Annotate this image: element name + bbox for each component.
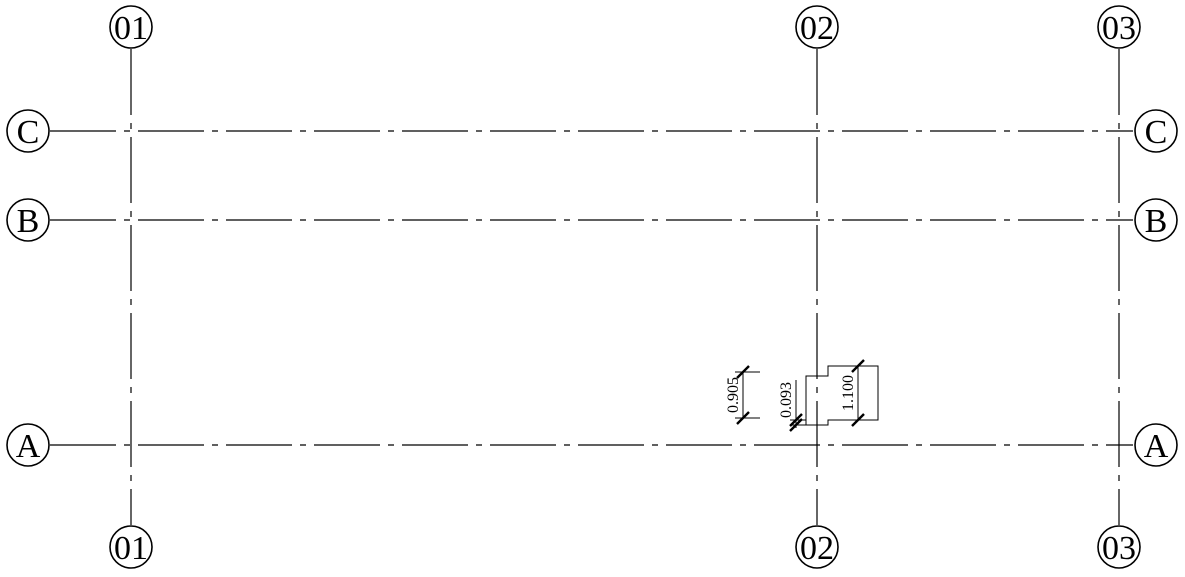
grid-label-02-bottom: 02 — [800, 530, 834, 567]
grid-bubble-02-top: 02 — [795, 5, 839, 49]
dimension-1100: 1.100 — [840, 359, 866, 427]
grid-bubble-01-top: 01 — [109, 5, 153, 49]
grid-label-b-right: B — [1145, 203, 1168, 240]
dimension-label-0905: 0.905 — [725, 377, 742, 413]
grid-bubble-c-right: C — [1134, 109, 1178, 153]
dimension-0093: 0.093 — [778, 380, 806, 432]
dimension-0905: 0.905 — [725, 365, 760, 425]
grid-label-a-left: A — [16, 428, 41, 465]
column-outline — [805, 365, 879, 426]
grid-label-a-right: A — [1144, 428, 1169, 465]
grid-label-01-top: 01 — [114, 10, 148, 47]
grid-bubble-03-bottom: 03 — [1097, 525, 1141, 569]
grid-bubble-b-left: B — [6, 198, 50, 242]
grid-bubble-01-bottom: 01 — [109, 525, 153, 569]
grid-label-03-bottom: 03 — [1102, 530, 1136, 567]
dimension-label-0093: 0.093 — [778, 382, 795, 418]
grid-label-c-right: C — [1145, 114, 1168, 151]
grid-label-02-top: 02 — [800, 10, 834, 47]
grid-bubble-a-right: A — [1134, 423, 1178, 467]
dimension-label-1100: 1.100 — [840, 375, 857, 411]
grid-bubble-b-right: B — [1134, 198, 1178, 242]
grid-label-c-left: C — [17, 114, 40, 151]
grid-label-b-left: B — [17, 203, 40, 240]
grid-bubble-c-left: C — [6, 109, 50, 153]
grid-bubble-03-top: 03 — [1097, 5, 1141, 49]
grid-label-03-top: 03 — [1102, 10, 1136, 47]
grid-label-01-bottom: 01 — [114, 530, 148, 567]
grid-bubble-a-left: A — [6, 423, 50, 467]
grid-bubble-02-bottom: 02 — [795, 525, 839, 569]
